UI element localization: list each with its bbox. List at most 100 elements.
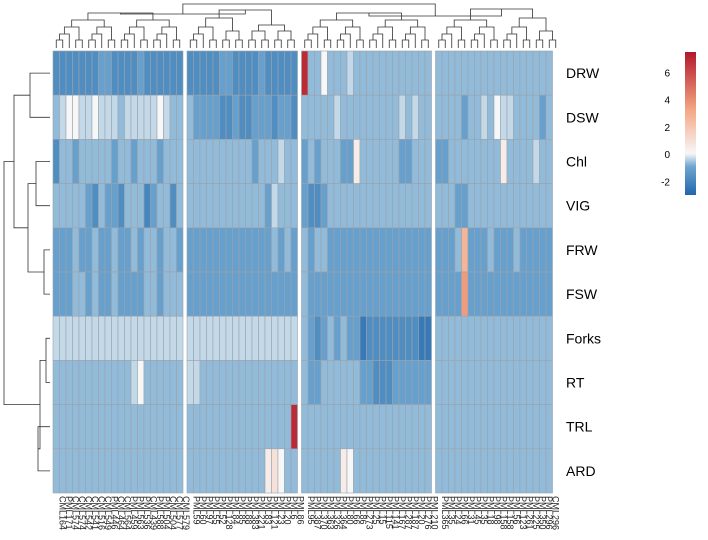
heatmap-cell bbox=[327, 139, 335, 184]
column-label: PML350 bbox=[537, 496, 547, 530]
heatmap-cell bbox=[271, 315, 279, 361]
heatmap-cell bbox=[284, 139, 292, 184]
dendrogram-branch bbox=[43, 249, 50, 295]
heatmap-cell bbox=[340, 50, 348, 96]
column-label: PML95 bbox=[306, 496, 316, 525]
heatmap-cell bbox=[111, 271, 119, 317]
heatmap-cell bbox=[454, 183, 462, 229]
heatmap-cell bbox=[418, 315, 426, 361]
heatmap-cell bbox=[72, 227, 80, 273]
heatmap-cell bbox=[117, 315, 125, 361]
heatmap-cell bbox=[467, 360, 475, 405]
heatmap-cell bbox=[59, 227, 67, 273]
heatmap-cell bbox=[277, 404, 285, 450]
heatmap-cell bbox=[379, 183, 387, 229]
heatmap-cell bbox=[301, 50, 309, 96]
dendrogram-branch bbox=[470, 39, 479, 48]
heatmap-cell bbox=[290, 360, 298, 405]
heatmap-cell bbox=[124, 139, 132, 184]
column-label: PML383 bbox=[250, 496, 260, 530]
heatmap-cell bbox=[353, 448, 361, 494]
heatmap-cell bbox=[307, 404, 315, 450]
heatmap-cell bbox=[385, 360, 393, 405]
heatmap-cell bbox=[480, 404, 488, 450]
heatmap-cell bbox=[163, 94, 171, 140]
heatmap-cell bbox=[314, 94, 322, 140]
heatmap-cell bbox=[277, 271, 285, 317]
heatmap-cell bbox=[199, 315, 207, 361]
heatmap-cell bbox=[301, 360, 309, 405]
heatmap-cell bbox=[487, 139, 495, 184]
heatmap-cell bbox=[104, 94, 112, 140]
heatmap-cell bbox=[307, 139, 315, 184]
heatmap-cell bbox=[219, 227, 227, 273]
heatmap-cell bbox=[169, 315, 177, 361]
heatmap-cell bbox=[474, 271, 482, 317]
heatmap-cell bbox=[346, 448, 354, 494]
heatmap-cell bbox=[251, 448, 259, 494]
heatmap-cell bbox=[65, 183, 73, 229]
heatmap-cell bbox=[156, 315, 164, 361]
column-label: PML35 bbox=[446, 496, 456, 525]
heatmap-cell bbox=[258, 139, 266, 184]
heatmap-cell bbox=[78, 315, 86, 361]
heatmap-cell bbox=[405, 271, 413, 317]
heatmap-cell bbox=[405, 227, 413, 273]
heatmap-cell bbox=[474, 183, 482, 229]
heatmap-cell bbox=[212, 50, 220, 96]
heatmap-cell bbox=[78, 139, 86, 184]
column-label: CML564 bbox=[122, 496, 132, 530]
heatmap-cell bbox=[519, 94, 527, 140]
heatmap-cell bbox=[59, 448, 67, 494]
heatmap-cell bbox=[366, 50, 374, 96]
heatmap-cell bbox=[65, 360, 73, 405]
heatmap-cell bbox=[353, 50, 361, 96]
heatmap-cell bbox=[532, 227, 540, 273]
row-labels: DRW DSW Chl VIG FRW FSW Forks RT TRL ARD bbox=[566, 65, 601, 479]
heatmap-cell bbox=[225, 139, 233, 184]
heatmap-cell bbox=[290, 271, 298, 317]
heatmap-cell bbox=[506, 360, 514, 405]
heatmap-cell bbox=[212, 227, 220, 273]
heatmap-cell bbox=[327, 183, 335, 229]
heatmap-cell bbox=[493, 94, 501, 140]
heatmap-cell bbox=[461, 183, 469, 229]
column-label: PML536 bbox=[142, 496, 152, 530]
heatmap-cell bbox=[441, 50, 449, 96]
heatmap-cell bbox=[307, 183, 315, 229]
heatmap-cell bbox=[448, 315, 456, 361]
heatmap-cell bbox=[379, 448, 387, 494]
heatmap-cell bbox=[52, 94, 60, 140]
heatmap-cell bbox=[366, 139, 374, 184]
heatmap-cell bbox=[493, 360, 501, 405]
heatmap-cell bbox=[539, 360, 547, 405]
heatmap-cell bbox=[277, 94, 285, 140]
heatmap-cell bbox=[150, 139, 158, 184]
heatmap-cell bbox=[532, 183, 540, 229]
heatmap-cell bbox=[526, 404, 534, 450]
heatmap-cell bbox=[290, 404, 298, 450]
heatmap-cell bbox=[143, 448, 151, 494]
heatmap-cell bbox=[333, 94, 341, 140]
heatmap-cell bbox=[78, 404, 86, 450]
column-label: PML171 bbox=[64, 496, 74, 530]
heatmap-cell bbox=[98, 404, 106, 450]
heatmap-cell bbox=[130, 271, 138, 317]
column-label: PML55 bbox=[211, 496, 221, 525]
heatmap-cell bbox=[65, 271, 73, 317]
heatmap-cell bbox=[519, 227, 527, 273]
heatmap-cell bbox=[526, 227, 534, 273]
heatmap-cell bbox=[232, 50, 240, 96]
heatmap-cell bbox=[487, 404, 495, 450]
column-label: CML439 bbox=[148, 496, 158, 530]
heatmap-cell bbox=[104, 271, 112, 317]
heatmap-cell bbox=[85, 271, 93, 317]
heatmap-cell bbox=[65, 94, 73, 140]
heatmap-cell bbox=[513, 139, 521, 184]
heatmap-cell bbox=[117, 227, 125, 273]
heatmap-cell bbox=[467, 227, 475, 273]
heatmap-cell bbox=[467, 50, 475, 96]
heatmap-cell bbox=[519, 404, 527, 450]
dendrogram-branch bbox=[45, 337, 50, 383]
heatmap-cell bbox=[232, 183, 240, 229]
